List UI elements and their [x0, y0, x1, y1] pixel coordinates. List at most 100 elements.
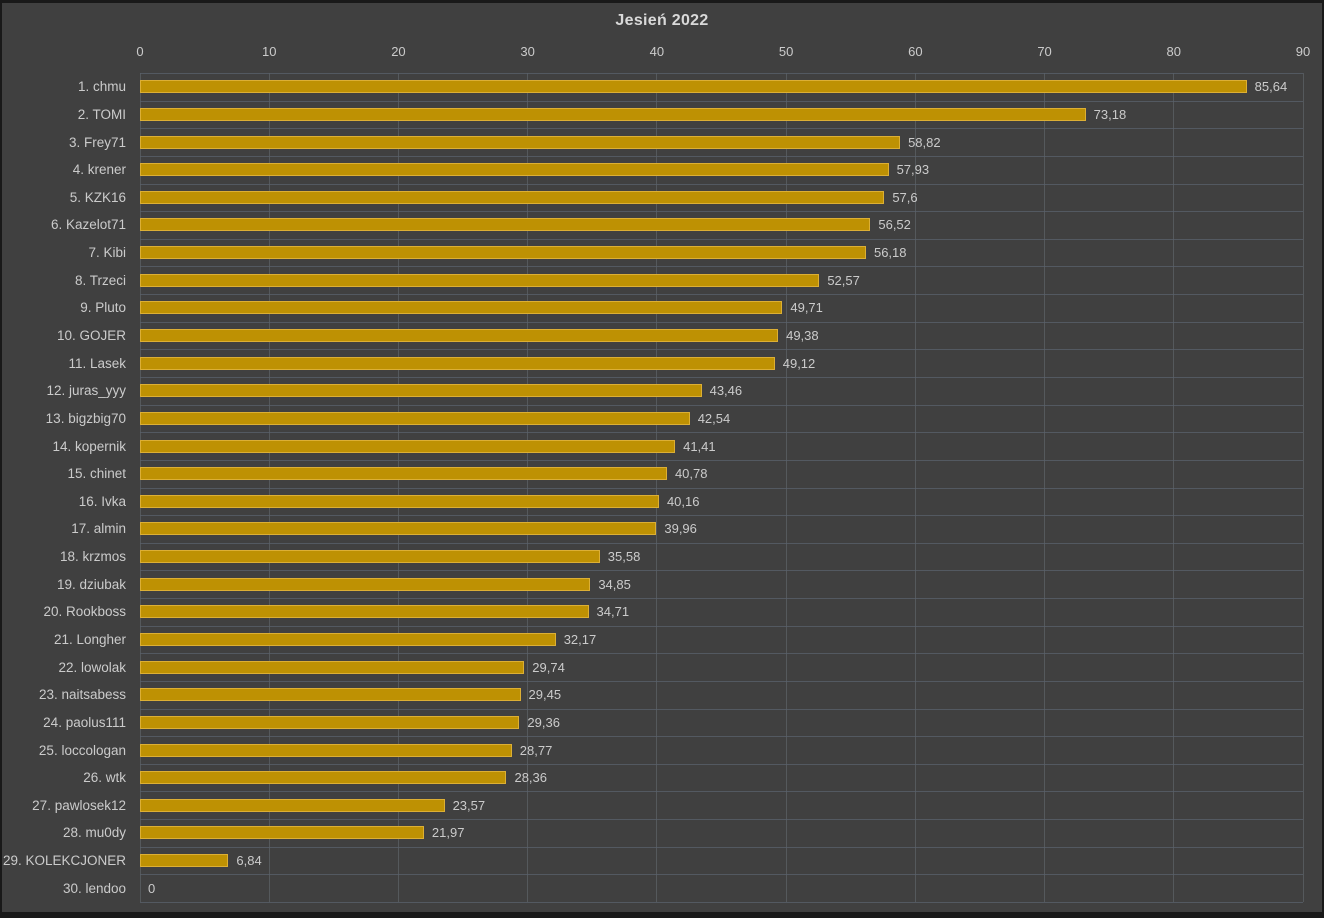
value-label: 56,52: [878, 217, 911, 233]
category-label: 17. almin: [71, 521, 126, 537]
category-label: 3. Frey71: [68, 134, 126, 150]
bar: [140, 494, 659, 508]
bar: [140, 107, 1086, 121]
value-label: 43,46: [709, 383, 743, 399]
category-label: 29. KOLEKCJONER: [2, 853, 126, 869]
bar: [140, 854, 229, 868]
bar: [140, 301, 783, 315]
category-axis: 1. chmu 2. TOMI 3. Frey71 4. krener 5. KZK16…: [2, 73, 126, 902]
horizontal-gridline: [140, 625, 1303, 627]
horizontal-gridline: [140, 570, 1303, 572]
value-label: 42,54: [697, 410, 731, 426]
bar: [140, 329, 779, 343]
value-label: 0: [148, 880, 156, 896]
category-label: 20. Rookboss: [43, 604, 126, 620]
value-label: 6,84: [236, 853, 262, 869]
horizontal-gridline: [140, 183, 1303, 185]
bar: [140, 660, 525, 674]
category-label: 22. lowolak: [58, 659, 126, 675]
bar: [140, 80, 1247, 94]
value-label: 32,17: [563, 631, 597, 647]
category-label: 2. TOMI: [77, 106, 126, 122]
value-label: 49,12: [782, 355, 816, 371]
horizontal-gridline: [140, 404, 1303, 406]
bar: [140, 826, 424, 840]
value-label: 39,96: [664, 521, 697, 537]
bar: [140, 218, 871, 232]
horizontal-gridline: [140, 266, 1303, 268]
value-label: 57,93: [896, 162, 930, 178]
bar: [140, 771, 507, 785]
category-label: 27. pawlosek12: [32, 797, 126, 813]
horizontal-gridline: [140, 128, 1303, 130]
x-tick-label: 60: [908, 44, 923, 59]
x-tick-label: 70: [1037, 44, 1052, 59]
horizontal-gridline: [140, 321, 1303, 323]
horizontal-gridline: [140, 515, 1303, 517]
value-label: 28,36: [514, 770, 548, 786]
category-label: 28. mu0dy: [62, 825, 126, 841]
horizontal-gridline: [140, 680, 1303, 682]
category-label: 25. loccologan: [38, 742, 126, 758]
category-label: 4. krener: [72, 162, 126, 178]
bar: [140, 798, 445, 812]
category-label: 10. GOJER: [56, 328, 126, 343]
value-label: 29,74: [532, 659, 565, 675]
x-tick-label: 30: [520, 44, 535, 59]
bar: [140, 163, 889, 177]
bar: [140, 135, 901, 149]
category-label: 5. KZK16: [69, 189, 126, 205]
category-label: 24. paolus111: [43, 714, 126, 730]
x-tick-label: 80: [1166, 44, 1181, 59]
horizontal-gridline: [140, 294, 1303, 296]
x-tick-label: 50: [778, 44, 794, 59]
bar: [140, 715, 520, 729]
category-label: 16. Ivka: [78, 493, 126, 509]
bar: [140, 384, 702, 398]
bar: [140, 356, 775, 370]
value-label: 49,71: [790, 300, 823, 316]
bar: [140, 632, 556, 646]
value-label: 23,57: [452, 797, 486, 813]
category-label: 9. Pluto: [80, 300, 126, 316]
x-tick-label: 0: [136, 44, 144, 59]
value-label: 58,82: [908, 134, 941, 150]
category-label: 14. kopernik: [52, 438, 126, 454]
plot-area: 85,64 73,18 58,82 57,93 57,6 56,52 56,18 52,57 4…: [139, 73, 1304, 903]
value-label: 57,6: [892, 189, 918, 205]
value-label: 40,16: [666, 493, 700, 509]
horizontal-gridline: [140, 459, 1303, 461]
category-label: 18. krzmos: [59, 549, 126, 565]
horizontal-gridline: [140, 349, 1303, 351]
horizontal-gridline: [140, 487, 1303, 489]
horizontal-gridline: [140, 791, 1303, 793]
value-label: 73,18: [1093, 106, 1127, 122]
category-label: 1. chmu: [77, 79, 126, 95]
value-label: 29,45: [528, 687, 562, 703]
value-label: 56,18: [873, 245, 907, 261]
category-label: 7. Kibi: [88, 245, 126, 261]
bar: [140, 411, 690, 425]
horizontal-gridline: [140, 100, 1303, 102]
category-label: 19. dziubak: [56, 576, 126, 592]
category-label: 13. bigzbig70: [45, 410, 126, 426]
bar: [140, 743, 512, 757]
category-label: 21. Longher: [53, 631, 126, 647]
chart-title: Jesień 2022: [615, 12, 709, 29]
bar: [140, 190, 885, 204]
horizontal-gridline: [140, 598, 1303, 600]
horizontal-gridline: [140, 376, 1303, 378]
horizontal-gridline: [140, 708, 1303, 710]
horizontal-gridline: [140, 238, 1303, 240]
horizontal-gridline: [140, 874, 1303, 876]
horizontal-gridline: [140, 73, 1303, 74]
value-label: 35,58: [607, 549, 641, 565]
category-label: 8. Trzeci: [74, 272, 126, 288]
bar: [140, 246, 866, 260]
value-label: 85,64: [1254, 79, 1288, 95]
horizontal-gridline: [140, 155, 1303, 157]
horizontal-gridline: [140, 902, 1303, 903]
value-label: 41,41: [683, 438, 716, 454]
horizontal-gridline: [140, 846, 1303, 848]
value-label: 29,36: [527, 714, 560, 730]
